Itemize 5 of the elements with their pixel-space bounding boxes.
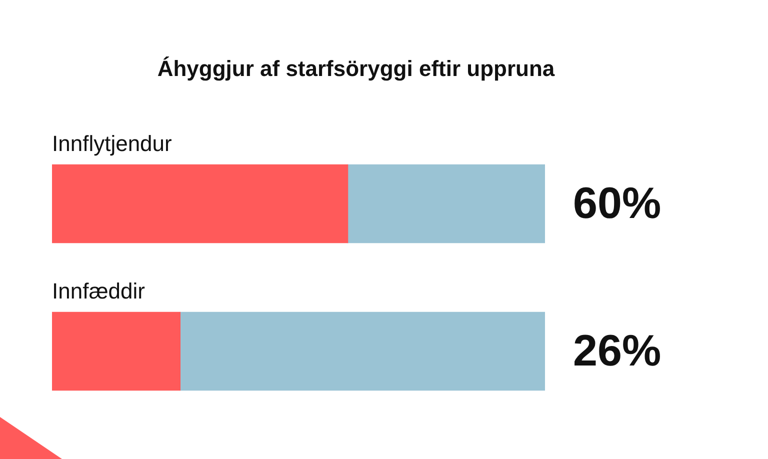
y-tick-label: Innflytjendur (52, 130, 172, 156)
data-label: 26% (573, 326, 662, 376)
data-label: 60% (573, 178, 662, 228)
y-tick-label: Innfæddir (52, 278, 145, 304)
chart-title: Áhyggjur af starfsöryggi eftir uppruna (156, 56, 556, 82)
